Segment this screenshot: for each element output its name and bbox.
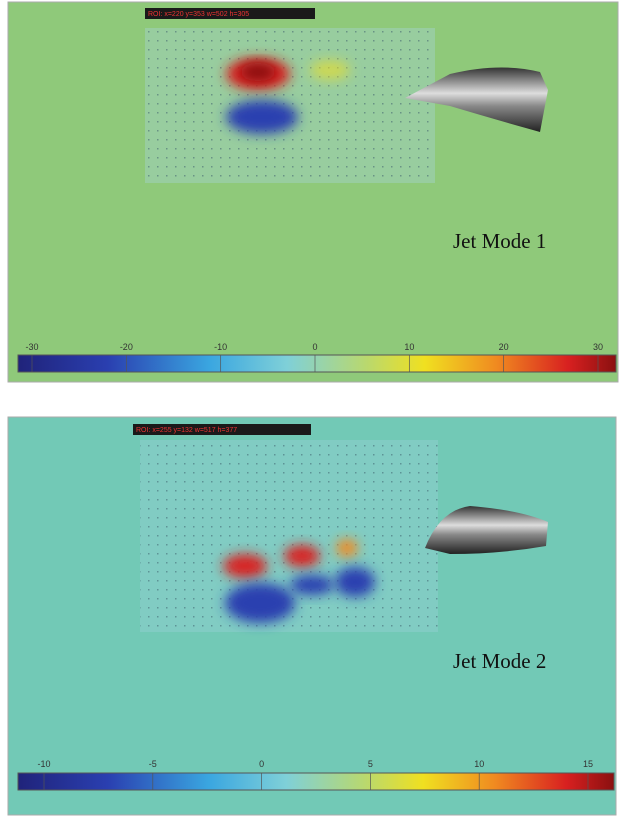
roi-label: ROI: x=220 y=353 w=502 h=305 — [148, 11, 249, 18]
colorbar-tick-label: 10 — [404, 342, 414, 352]
positive-vortex — [223, 554, 267, 578]
colorbar-tick-label: -20 — [120, 342, 133, 352]
mode-label: Jet Mode 2 — [453, 649, 546, 673]
negative-vortex — [335, 567, 375, 597]
positive-core — [240, 63, 276, 81]
colorbar-tick-label: -10 — [214, 342, 227, 352]
colorbar-tick-label: -30 — [25, 342, 38, 352]
positive-vortex — [336, 539, 358, 557]
figure: ROI: x=220 y=353 w=502 h=305 Jet Mode 1 … — [0, 0, 624, 816]
colorbar-tick-label: 5 — [368, 759, 373, 769]
colorbar — [18, 355, 616, 372]
colorbar-tick-label: 10 — [474, 759, 484, 769]
colorbar — [18, 773, 614, 790]
positive-vortex — [284, 545, 320, 567]
panel-2: ROI: x=255 y=132 w=517 h=377 Jet Mode 2 — [8, 417, 616, 815]
negative-vortex — [226, 100, 298, 134]
colorbar-tick-label: 20 — [499, 342, 509, 352]
roi-label: ROI: x=255 y=132 w=517 h=377 — [136, 427, 237, 434]
weak-structure — [310, 60, 350, 80]
colorbar-tick-label: 30 — [593, 342, 603, 352]
colorbar-tick-label: -5 — [149, 759, 157, 769]
colorbar-tick-label: 0 — [312, 342, 317, 352]
vector-field — [145, 28, 435, 183]
colorbar-tick-label: 0 — [259, 759, 264, 769]
panel-1: ROI: x=220 y=353 w=502 h=305 Jet Mode 1 — [8, 2, 618, 382]
colorbar-tick-label: 15 — [583, 759, 593, 769]
page: ROI: x=220 y=353 w=502 h=305 Jet Mode 1 … — [0, 0, 624, 816]
colorbar-tick-label: -10 — [37, 759, 50, 769]
negative-vortex — [225, 583, 295, 623]
mode-label: Jet Mode 1 — [453, 229, 546, 253]
negative-vortex — [290, 575, 334, 595]
